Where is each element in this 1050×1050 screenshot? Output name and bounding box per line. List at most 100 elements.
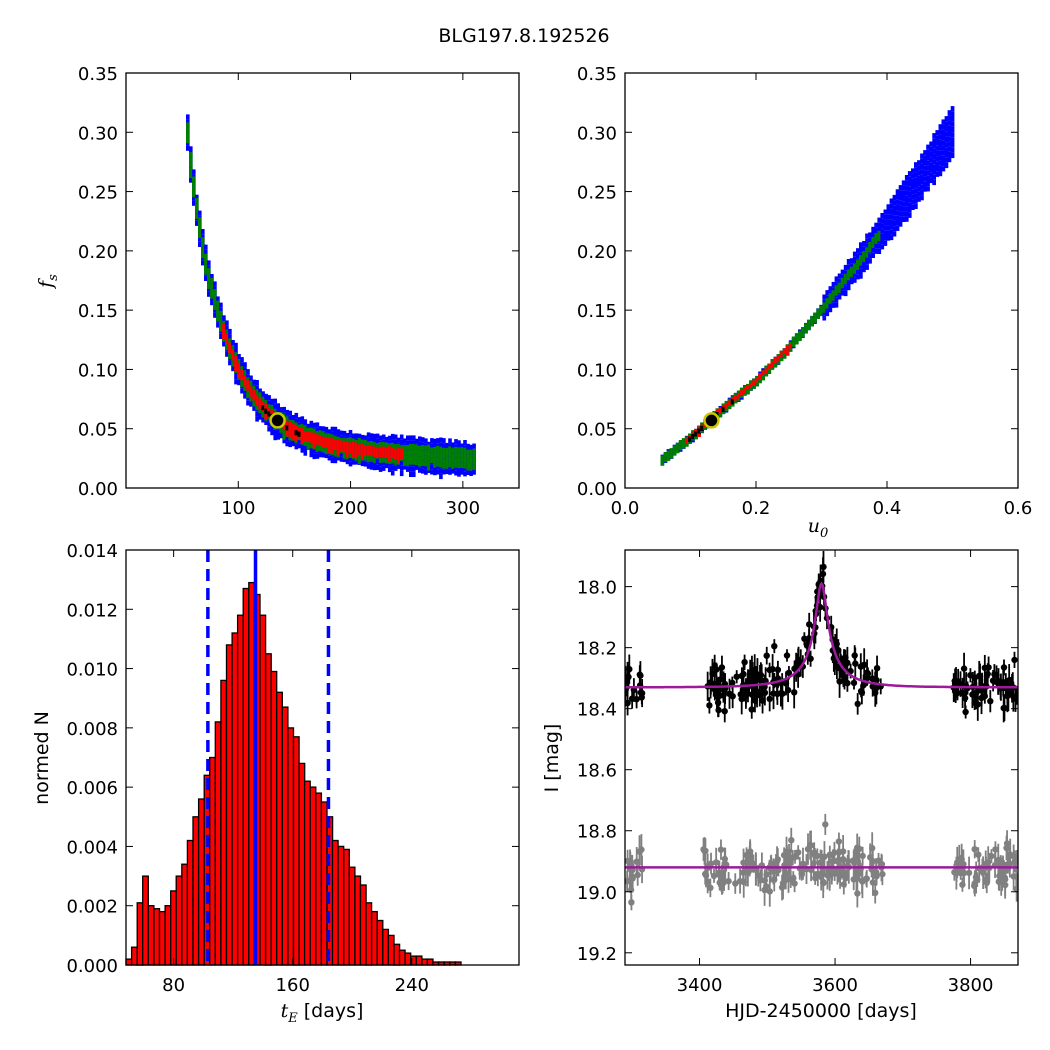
- heatmap-cell-outer: [926, 181, 930, 187]
- heatmap-cell-outer: [258, 388, 262, 394]
- heatmap-cell-middle: [807, 319, 811, 325]
- heatmap-cell-outer: [399, 465, 404, 471]
- heatmap-cell-outer: [424, 438, 428, 444]
- heatmap-cell-middle: [357, 458, 362, 464]
- heatmap-cell-outer: [216, 296, 220, 302]
- heatmap-cell-inner: [399, 448, 404, 454]
- data-point: [807, 842, 815, 849]
- heatmap-cell-middle: [782, 353, 787, 359]
- heatmap-cell-outer: [920, 169, 924, 175]
- heatmap-cell-inner: [779, 352, 784, 358]
- heatmap-cell-outer: [409, 440, 413, 446]
- heatmap-cell-inner: [234, 366, 238, 372]
- heatmap-cell-middle: [418, 456, 422, 462]
- heatmap-cell-middle: [466, 465, 470, 471]
- heatmap-cell-middle: [773, 362, 778, 368]
- heatmap-cell-outer: [849, 263, 854, 269]
- heatmap-cell-inner: [360, 443, 365, 449]
- heatmap-cell-middle: [318, 430, 323, 436]
- heatmap-cell-outer: [914, 198, 918, 204]
- data-point: [766, 888, 773, 895]
- histogram-bar: [426, 958, 434, 966]
- heatmap-cell-middle: [736, 390, 741, 396]
- heatmap-cell-outer: [448, 443, 452, 449]
- heatmap-cell-outer: [880, 218, 885, 224]
- heatmap-cell-outer: [348, 430, 353, 436]
- heatmap-cell-middle: [451, 463, 455, 469]
- data-point: [625, 699, 631, 707]
- heatmap-cell-outer: [923, 155, 927, 161]
- heatmap-cell-middle: [466, 460, 470, 466]
- heatmap-cell-outer: [381, 465, 386, 471]
- histogram-bar: [365, 902, 373, 966]
- heatmap-cell-outer: [436, 464, 440, 470]
- heatmap-cell-outer: [834, 297, 839, 303]
- heatmap-cell-middle: [219, 310, 223, 317]
- heatmap-cell-inner: [396, 452, 401, 458]
- heatmap-cell-outer: [849, 258, 854, 264]
- heatmap-cell-outer: [852, 251, 857, 257]
- heatmap-cell-outer: [926, 175, 930, 181]
- heatmap-cell-middle: [439, 457, 443, 463]
- heatmap-cell-inner: [384, 452, 389, 458]
- heatmap-cell-outer: [889, 219, 894, 225]
- heatmap-cell-outer: [282, 438, 286, 444]
- data-point: [633, 858, 640, 865]
- heatmap-cell-middle: [779, 355, 784, 361]
- heatmap-cell-outer: [345, 459, 350, 465]
- heatmap-cell-middle: [798, 335, 802, 342]
- histogram-bar: [404, 952, 412, 966]
- heatmap-cell-middle: [198, 222, 202, 228]
- data-point: [857, 688, 865, 695]
- heatmap-cell-outer: [898, 205, 903, 212]
- heatmap-cell-middle: [403, 460, 407, 466]
- heatmap-cell-outer: [399, 470, 404, 477]
- heatmap-cell-middle: [192, 186, 196, 193]
- heatmap-cell-outer: [944, 157, 949, 163]
- heatmap-cell-middle: [430, 447, 434, 453]
- heatmap-cell-middle: [755, 381, 759, 387]
- heatmap-cell-outer: [929, 177, 933, 184]
- heatmap-cell-middle: [433, 452, 437, 458]
- heatmap-cell-outer: [243, 362, 247, 368]
- heatmap-cell-outer: [231, 340, 235, 346]
- heatmap-cell-outer: [874, 222, 878, 228]
- heatmap-cell-inner: [240, 369, 244, 376]
- histogram-bar: [376, 919, 384, 966]
- heatmap-cell-outer: [390, 433, 395, 440]
- heatmap-cell-middle: [369, 456, 374, 462]
- heatmap-cell-inner: [294, 435, 299, 441]
- heatmap-cell-middle: [819, 311, 823, 317]
- heatmap-cell-middle: [406, 450, 410, 456]
- data-point: [833, 640, 840, 648]
- heatmap-cell-outer: [898, 185, 903, 191]
- heatmap-cell-outer: [907, 191, 912, 198]
- heatmap-cell-outer: [907, 176, 912, 182]
- heatmap-cell-outer: [837, 273, 842, 279]
- heatmap-cell-inner: [243, 376, 247, 382]
- heatmap-cell-outer: [886, 214, 891, 220]
- heatmap-cell-outer: [938, 150, 943, 156]
- histogram-bar: [164, 905, 172, 966]
- heatmap-cell-outer: [883, 214, 888, 220]
- heatmap-cell-middle: [189, 167, 193, 173]
- heatmap-cell-outer: [907, 202, 912, 208]
- heatmap-cell-outer: [941, 135, 946, 141]
- heatmap-cell-outer: [430, 464, 434, 470]
- heatmap-cell-middle: [424, 450, 428, 456]
- heatmap-cell-inner: [234, 361, 238, 367]
- heatmap-cell-outer: [442, 443, 446, 449]
- heatmap-cell-middle: [396, 443, 401, 450]
- data-point: [863, 875, 870, 882]
- heatmap-cell-middle: [825, 303, 830, 309]
- heatmap-cell-outer: [935, 166, 940, 172]
- data-point: [860, 681, 867, 689]
- heatmap-cell-outer: [318, 452, 323, 458]
- data-point: [747, 669, 754, 677]
- heatmap-cell-outer: [339, 430, 344, 436]
- heatmap-cell-outer: [932, 169, 936, 175]
- heatmap-cell-outer: [457, 440, 461, 446]
- heatmap-cell-outer: [889, 214, 894, 220]
- histogram-bar: [170, 890, 177, 966]
- heatmap-cell-middle: [433, 457, 437, 463]
